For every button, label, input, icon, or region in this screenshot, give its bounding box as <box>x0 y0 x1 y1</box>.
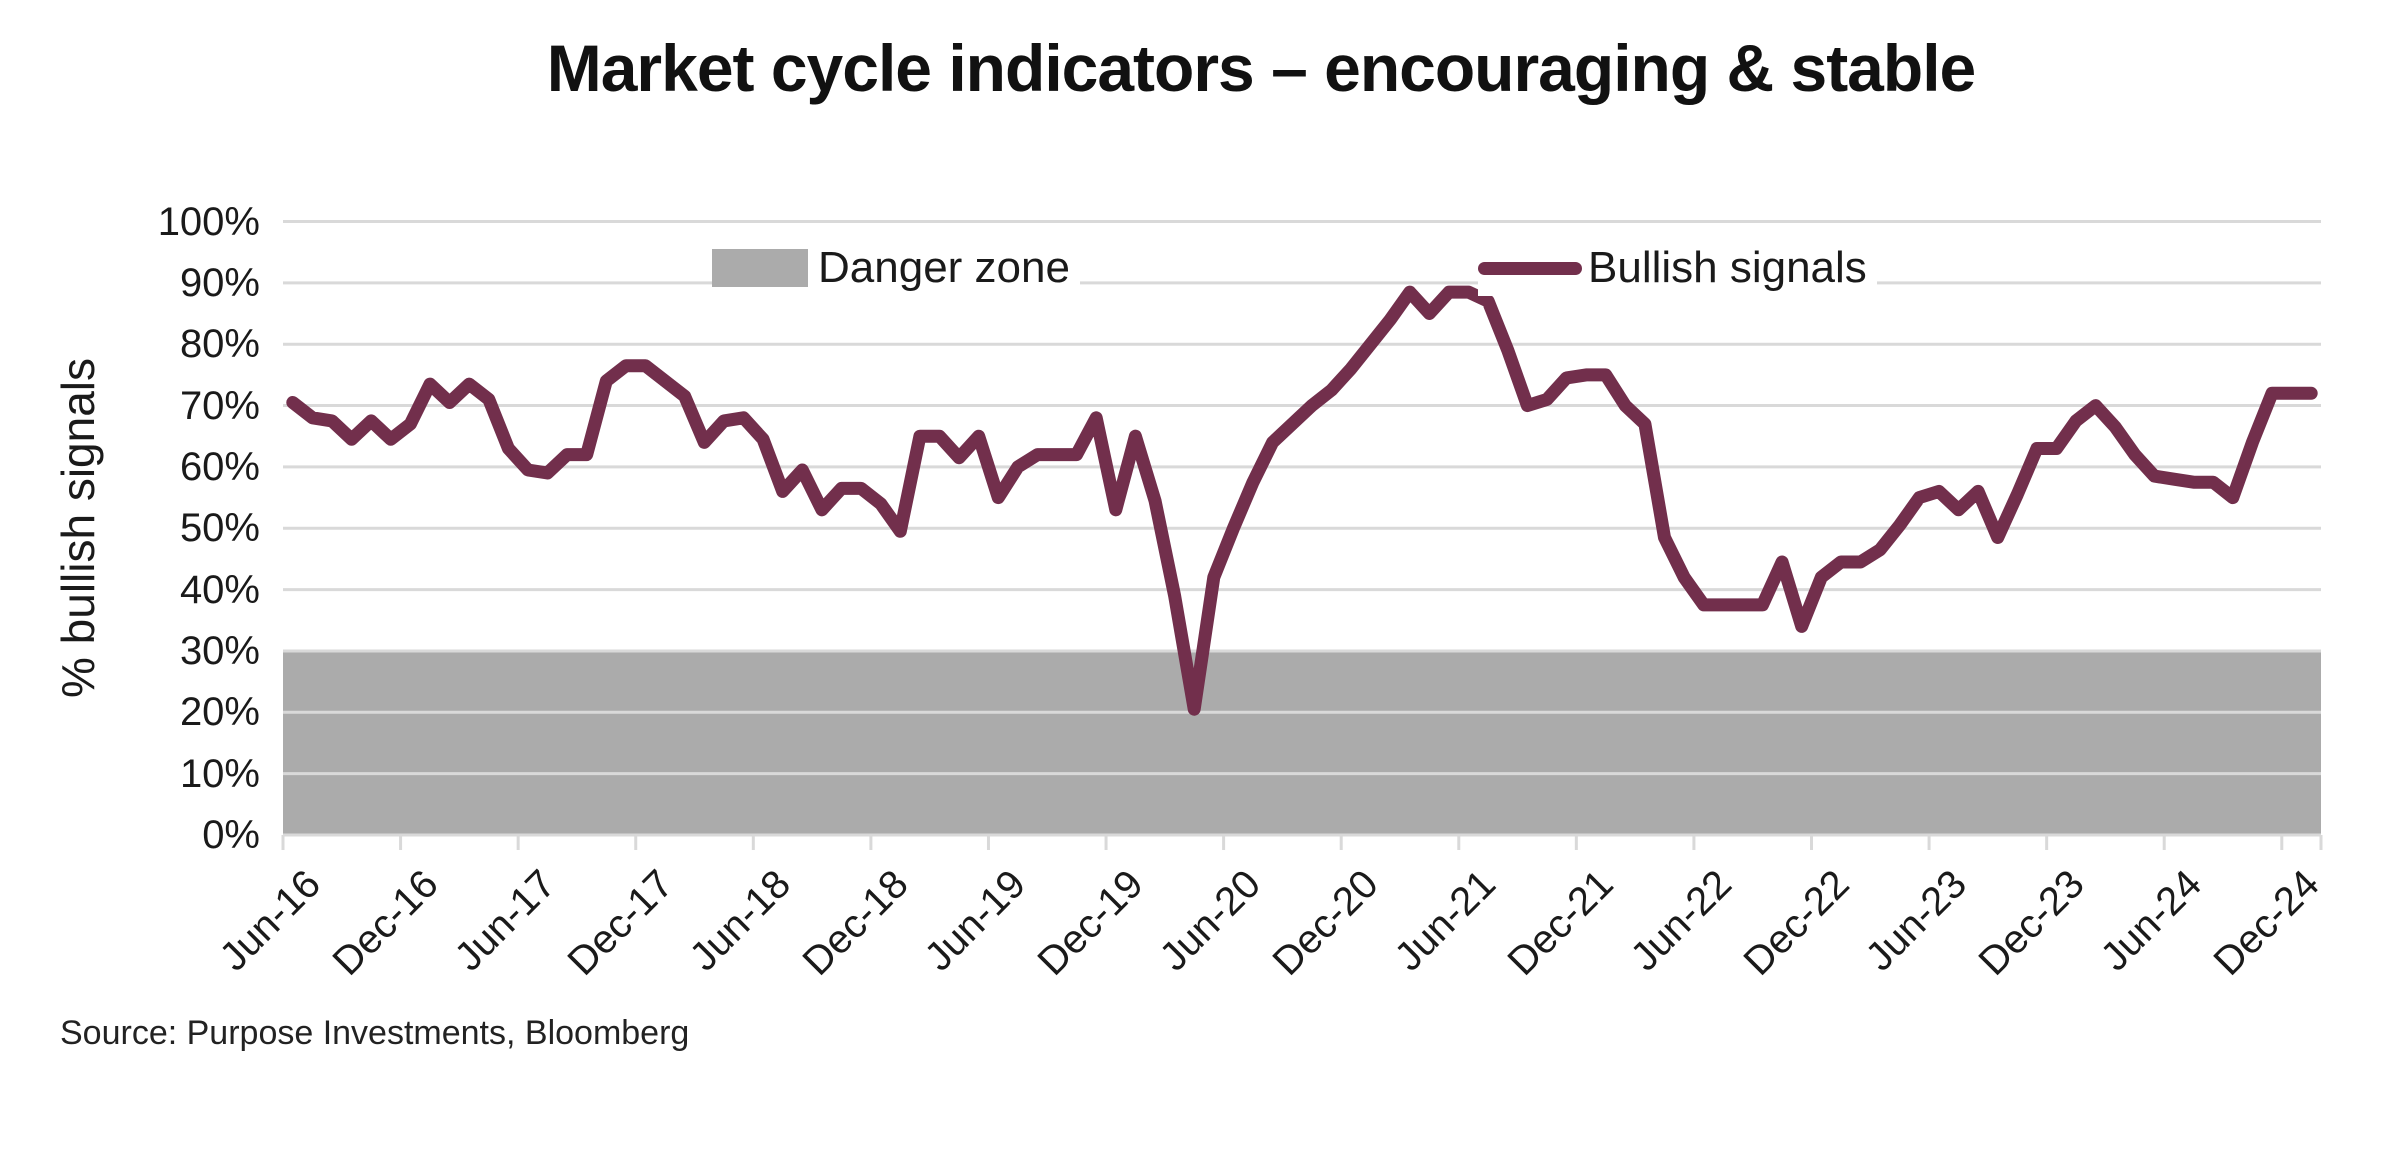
y-axis-tick-label: 30% <box>179 628 260 673</box>
bullish-signals-line <box>286 285 2318 716</box>
y-axis-title: % bullish signals <box>52 357 104 699</box>
y-axis-tick-label: 40% <box>179 567 260 612</box>
danger-zone-swatch <box>712 249 808 287</box>
y-axis-tick-label: 80% <box>179 322 260 367</box>
y-axis-tick-label: 90% <box>179 260 260 305</box>
y-axis-tick-label: 0% <box>202 813 260 857</box>
y-axis-tick-label: 100% <box>157 199 260 244</box>
chart-title: Market cycle indicators – encouraging & … <box>546 31 1977 105</box>
danger-zone-band <box>283 650 2321 835</box>
legend-item-bullish-signals: Bullish signals <box>1478 240 1877 296</box>
legend-label-bullish-signals: Bullish signals <box>1588 243 1867 292</box>
y-axis-tick-label: 60% <box>179 444 260 489</box>
legend-item-danger-zone: Danger zone <box>712 240 1080 296</box>
y-axis-tick-label: 50% <box>179 506 260 551</box>
source-note: Source: Purpose Investments, Bloomberg <box>60 1014 690 1052</box>
y-axis-tick-label: 20% <box>179 690 260 735</box>
legend-label-danger-zone: Danger zone <box>818 243 1070 292</box>
y-axis-tick-label: 10% <box>179 751 260 796</box>
bullish-signals-swatch <box>1478 261 1582 275</box>
y-axis-tick-label: 70% <box>179 383 260 428</box>
